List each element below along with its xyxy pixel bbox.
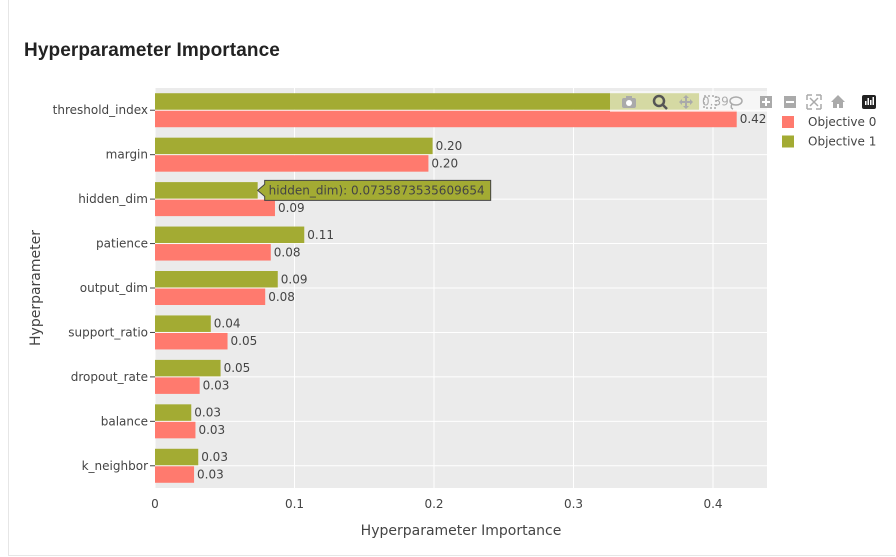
- data-label: 0.03: [198, 423, 225, 437]
- reset-axes-icon[interactable]: [831, 95, 845, 108]
- y-tick-label: output_dim: [80, 281, 148, 295]
- zoom-out-icon[interactable]: [784, 96, 796, 108]
- legend-swatch[interactable]: [782, 135, 794, 148]
- data-label: 0.03: [201, 450, 228, 464]
- data-label: 0.08: [268, 290, 295, 304]
- bar[interactable]: [155, 315, 211, 332]
- plotly-logo-icon[interactable]: [862, 95, 876, 109]
- data-label: 0.42: [740, 112, 767, 126]
- bar[interactable]: [155, 226, 305, 244]
- bar[interactable]: [155, 271, 278, 288]
- y-axis-title: Hyperparameter: [28, 230, 44, 346]
- bar[interactable]: [155, 244, 271, 261]
- y-tick-label: support_ratio: [68, 325, 148, 339]
- bar[interactable]: [155, 110, 737, 128]
- data-label: 0.09: [281, 272, 308, 286]
- data-label: 0.03: [197, 468, 224, 482]
- x-tick-label: 0.3: [564, 497, 583, 511]
- legend[interactable]: Objective 0 Objective 1: [782, 115, 876, 149]
- bar[interactable]: [155, 332, 228, 350]
- bar[interactable]: [155, 466, 195, 483]
- x-tick-label: 0.4: [703, 497, 722, 511]
- data-label: 0.03: [194, 406, 221, 420]
- chart-frame: [8, 0, 895, 556]
- data-label: 0.03: [203, 379, 230, 393]
- y-tick-label: k_neighbor: [82, 459, 148, 473]
- x-axis-title: Hyperparameter Importance: [361, 523, 562, 539]
- hover-tooltip: hidden_dim): 0.0735873535609654: [256, 179, 492, 201]
- y-tick-label: margin: [106, 148, 148, 162]
- y-tick-label: hidden_dim: [78, 192, 148, 206]
- bar[interactable]: [155, 199, 275, 217]
- legend-item-label[interactable]: Objective 0: [808, 115, 876, 129]
- hover-text: hidden_dim): 0.0735873535609654: [269, 183, 485, 197]
- pan-icon[interactable]: [679, 95, 693, 109]
- zoom-in-icon[interactable]: [760, 96, 772, 108]
- x-tick-label: 0.1: [285, 497, 304, 511]
- x-tick-label: 0: [151, 497, 159, 511]
- modebar[interactable]: [610, 91, 880, 112]
- x-tick-label: 0.2: [424, 497, 443, 511]
- camera-icon[interactable]: [622, 96, 636, 108]
- box-select-icon[interactable]: [703, 95, 717, 109]
- hover-box: [256, 179, 492, 201]
- chart-title: Hyperparameter Importance: [24, 40, 280, 61]
- bar[interactable]: [155, 288, 266, 306]
- y-tick-label: dropout_rate: [71, 370, 148, 384]
- bar[interactable]: [155, 137, 433, 155]
- y-tick-label: patience: [96, 237, 148, 251]
- data-label: 0.09: [278, 201, 305, 215]
- bar[interactable]: [155, 155, 429, 172]
- data-label: 0.20: [431, 156, 458, 170]
- bar[interactable]: [155, 93, 700, 110]
- data-label: 0.05: [224, 361, 251, 375]
- bar[interactable]: [155, 377, 200, 394]
- bar[interactable]: [155, 404, 192, 421]
- data-label: 0.20: [436, 139, 463, 153]
- lasso-icon[interactable]: [729, 96, 743, 110]
- legend-swatch[interactable]: [782, 116, 794, 128]
- bar[interactable]: [155, 359, 221, 377]
- y-tick-label: balance: [101, 414, 148, 428]
- data-label: 0.05: [231, 334, 258, 348]
- data-label: 0.11: [307, 228, 334, 242]
- legend-item-label[interactable]: Objective 1: [808, 135, 876, 149]
- modebar-background: [610, 91, 880, 112]
- bar[interactable]: [155, 182, 258, 199]
- zoom-icon[interactable]: [652, 94, 668, 110]
- autoscale-icon[interactable]: [806, 94, 822, 110]
- y-tick-label: threshold_index: [53, 103, 148, 117]
- plot-area[interactable]: 0.390.420.200.200.090.110.080.090.080.04…: [154, 88, 767, 488]
- data-label: 0.04: [214, 317, 241, 331]
- bar[interactable]: [155, 421, 196, 439]
- bar[interactable]: [155, 448, 199, 466]
- data-label: 0.08: [274, 245, 301, 259]
